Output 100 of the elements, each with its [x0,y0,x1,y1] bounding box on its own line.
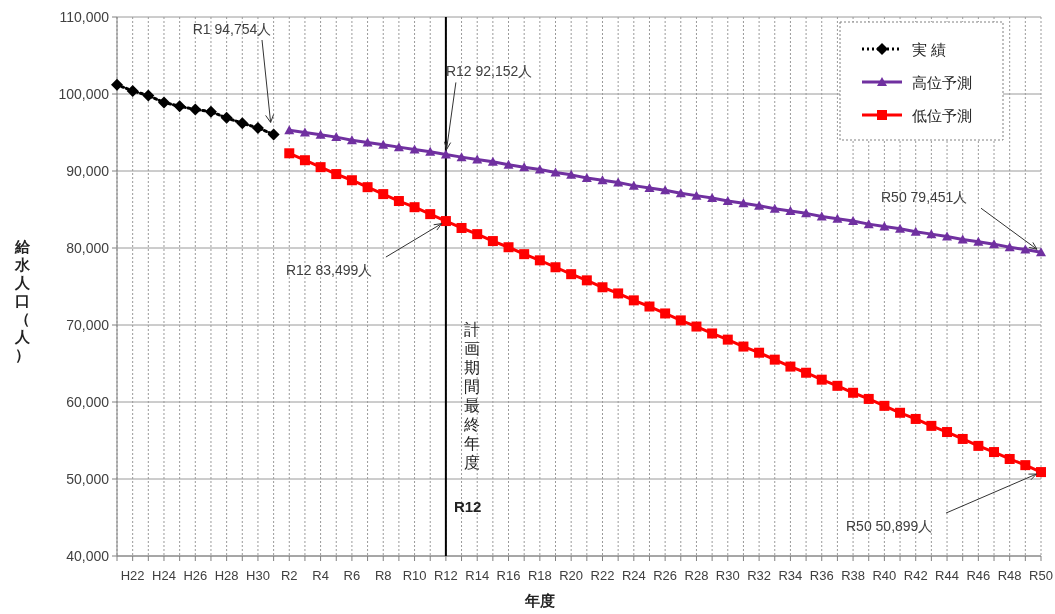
point [299,155,310,166]
legend-label: 実 績 [912,41,947,58]
point [331,132,342,142]
point [409,202,420,213]
legend-label: 高位予測 [912,74,972,91]
point [863,393,874,404]
point [534,164,545,174]
point [926,420,937,431]
point [315,129,326,139]
point [989,239,1000,249]
point [267,128,280,141]
point [801,208,812,218]
point [566,269,577,280]
point [189,103,202,116]
point [957,433,968,444]
x-tick-label: R22 [590,568,615,583]
x-tick-label: R12 [433,568,458,583]
point [848,387,859,398]
x-tick-label: R46 [966,568,991,583]
point [973,440,984,451]
point [879,400,890,411]
point [754,200,765,210]
point [597,282,608,293]
x-tick-label: H24 [152,568,176,583]
x-tick-label: R18 [527,568,552,583]
point [879,221,890,231]
point [425,209,436,220]
point [284,125,295,135]
point [832,213,843,223]
point [957,234,968,244]
point [362,182,373,193]
point [472,154,483,164]
x-tick-label: R44 [935,568,959,583]
point [220,111,233,124]
annotation: R1 94,754人 [192,21,272,37]
text: R12 [453,498,482,515]
point [487,236,498,247]
point [284,148,295,159]
point [722,334,733,345]
point [816,374,827,385]
point [769,354,780,365]
x-tick-label: R20 [559,568,584,583]
point [754,347,765,358]
point [456,222,467,233]
x-tick-label: R14 [465,568,490,583]
point [362,137,373,147]
point [1004,453,1015,464]
point [393,196,404,207]
point [251,121,264,134]
point [895,223,906,233]
y-tick-label: 60,000 [66,394,110,410]
y-tick-label: 40,000 [66,548,110,564]
point [519,249,530,260]
point [910,413,921,424]
legend-label: 低位予測 [912,107,972,124]
point [785,206,796,216]
x-tick-label: R6 [343,568,361,583]
y-tick-label: 80,000 [66,240,110,256]
x-tick-label: R34 [778,568,803,583]
point [299,127,310,137]
annotation: R50 50,899人 [846,518,933,535]
annotation: R12 83,499人 [285,262,373,279]
point [973,236,984,246]
point [534,255,545,266]
x-tick-label: R32 [747,568,772,583]
point [1020,460,1031,471]
point [613,288,624,299]
x-tick-label: R26 [653,568,678,583]
point [848,216,859,226]
point [738,341,749,352]
x-tick-label: R50 [1029,568,1053,583]
y-axis-title: 給水人口（人） [13,238,31,363]
x-axis-title: 年度 [524,592,555,609]
point [644,301,655,312]
point [644,182,655,192]
point [204,105,217,118]
point [425,146,436,156]
point [440,149,451,159]
point [1036,247,1046,257]
point [503,242,514,253]
point [566,169,577,179]
point [503,159,514,169]
point [236,117,249,130]
x-tick-label: R10 [402,568,427,583]
point [378,139,389,149]
x-tick-label: R36 [809,568,834,583]
y-tick-label: 70,000 [66,317,110,333]
point [1004,242,1015,252]
point [691,190,702,200]
point [487,156,498,166]
point [550,262,561,273]
point [440,216,451,227]
point [126,84,139,97]
point [722,196,733,206]
point [346,135,357,145]
point [942,231,953,241]
point [628,295,639,306]
point [142,89,155,102]
point [456,152,467,162]
point [801,367,812,378]
